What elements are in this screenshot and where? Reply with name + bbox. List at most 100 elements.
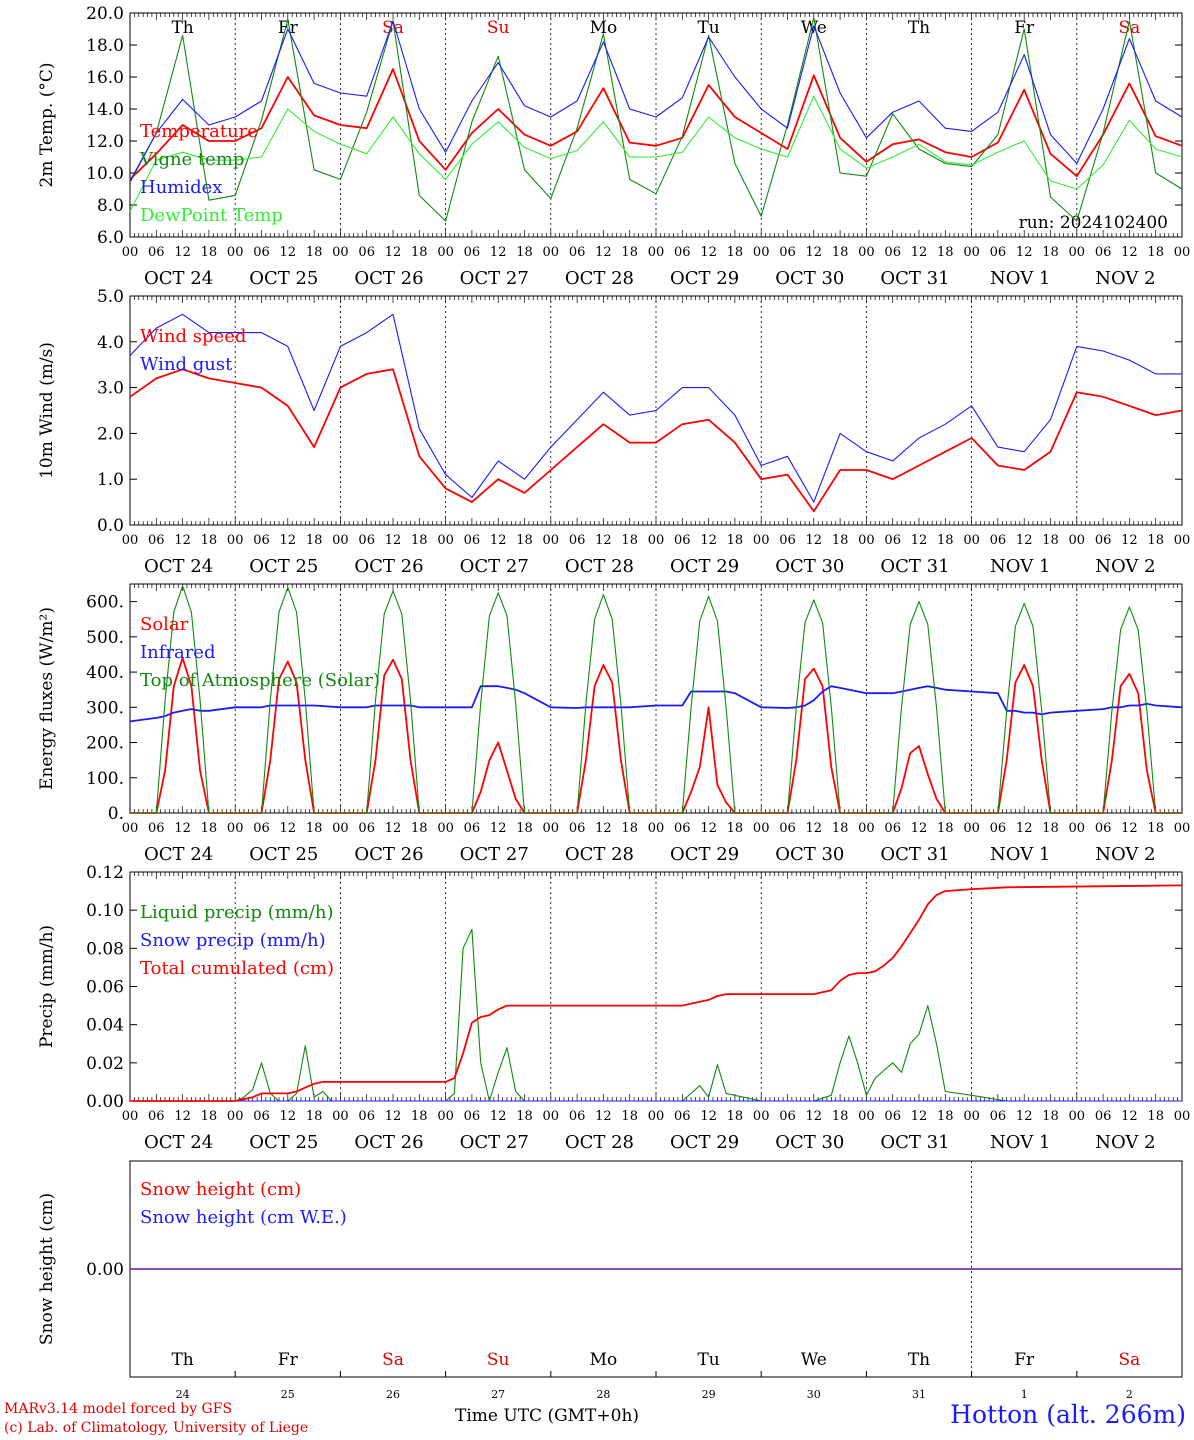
x-date-label: NOV 2 [1095, 268, 1155, 289]
x-hour-label: 06 [674, 245, 691, 260]
x-hour-label: 00 [122, 245, 139, 260]
x-hour-label: 06 [253, 1109, 270, 1124]
x-hour-label: 06 [253, 821, 270, 836]
x-date-label: OCT 30 [775, 844, 844, 865]
x-hour-label: 12 [806, 533, 823, 548]
x-hour-label: 06 [569, 533, 586, 548]
x-hour-label: 12 [385, 1109, 402, 1124]
x-hour-label: 00 [227, 533, 244, 548]
x-hour-label: 18 [516, 1109, 533, 1124]
legend-entry: Wind gust [140, 354, 233, 375]
legend-entry: Snow height (cm W.E.) [140, 1207, 347, 1228]
legend-entry: Humidex [140, 177, 222, 198]
weekday-label: Fr [1014, 1350, 1035, 1370]
x-hour-label: 06 [674, 821, 691, 836]
x-hour-label: 06 [779, 245, 796, 260]
y-tick-label: 0.06 [86, 978, 124, 998]
x-hour-label: 12 [1121, 533, 1138, 548]
x-date-label: OCT 27 [460, 556, 529, 577]
weekday-label: Th [908, 18, 930, 38]
legend-entry: Vigne temp [139, 149, 244, 170]
credit-note: (c) Lab. of Climatology, University of L… [4, 1420, 309, 1436]
y-tick-label: 0.00 [86, 1092, 124, 1112]
x-hour-label: 06 [779, 533, 796, 548]
x-hour-label: 12 [490, 245, 507, 260]
x-hour-label: 00 [227, 821, 244, 836]
series-line-green [130, 928, 1182, 1102]
y-axis-label: 10m Wind (m/s) [37, 342, 57, 479]
legend-entry: Total cumulated (cm) [140, 958, 334, 979]
y-tick-label: 400. [86, 663, 124, 683]
x-hour-label: 00 [963, 533, 980, 548]
day-number-label: 28 [596, 1388, 610, 1401]
x-hour-label: 00 [1069, 245, 1086, 260]
x-hour-label: 00 [1174, 533, 1191, 548]
legend-entry: Snow height (cm) [140, 1179, 301, 1200]
x-hour-label: 18 [937, 245, 954, 260]
x-hour-label: 18 [727, 1109, 744, 1124]
x-hour-label: 12 [1016, 1109, 1033, 1124]
x-hour-label: 06 [148, 1109, 165, 1124]
x-hour-label: 12 [490, 1109, 507, 1124]
x-hour-label: 12 [700, 533, 717, 548]
x-hour-label: 00 [437, 821, 454, 836]
x-date-label: OCT 24 [144, 556, 213, 577]
x-hour-label: 18 [727, 533, 744, 548]
x-hour-label: 00 [1174, 245, 1191, 260]
x-hour-label: 00 [858, 821, 875, 836]
x-hour-label: 18 [201, 821, 218, 836]
x-date-label: OCT 31 [880, 268, 949, 289]
x-hour-label: 06 [569, 1109, 586, 1124]
x-hour-label: 18 [832, 533, 849, 548]
y-axis-label: 2m Temp. (°C) [37, 62, 57, 187]
model-note: MARv3.14 model forced by GFS [4, 1401, 233, 1417]
x-hour-label: 00 [858, 245, 875, 260]
x-date-label: OCT 24 [144, 844, 213, 865]
x-date-label: OCT 27 [460, 268, 529, 289]
x-hour-label: 18 [516, 533, 533, 548]
x-hour-label: 12 [280, 821, 297, 836]
y-tick-label: 100. [86, 769, 124, 789]
y-tick-label: 6.0 [97, 228, 124, 248]
x-hour-label: 00 [332, 1109, 349, 1124]
x-hour-label: 06 [990, 245, 1007, 260]
x-date-label: OCT 26 [354, 268, 423, 289]
x-hour-label: 00 [753, 245, 770, 260]
x-hour-label: 12 [1121, 245, 1138, 260]
x-date-label: OCT 29 [670, 844, 739, 865]
weekday-label: Mo [590, 18, 618, 38]
x-hour-label: 18 [306, 821, 323, 836]
x-hour-label: 12 [595, 533, 612, 548]
x-hour-label: 06 [358, 821, 375, 836]
weekday-label: We [801, 1350, 827, 1370]
x-date-label: OCT 30 [775, 268, 844, 289]
time-axis-label: Time UTC (GMT+0h) [455, 1406, 640, 1426]
x-hour-label: 00 [122, 1109, 139, 1124]
x-hour-label: 06 [148, 245, 165, 260]
x-hour-label: 12 [911, 245, 928, 260]
x-hour-label: 00 [543, 533, 560, 548]
x-hour-label: 06 [884, 245, 901, 260]
x-date-label: OCT 26 [354, 556, 423, 577]
x-date-label: OCT 31 [880, 556, 949, 577]
x-hour-label: 06 [884, 533, 901, 548]
series-line-blue [129, 20, 1183, 182]
series-line-lightgreen [129, 95, 1183, 212]
x-hour-label: 06 [1095, 533, 1112, 548]
x-hour-label: 06 [464, 1109, 481, 1124]
x-hour-label: 18 [727, 821, 744, 836]
x-hour-label: 18 [1147, 1109, 1164, 1124]
x-hour-label: 00 [227, 245, 244, 260]
run-label: run: 2024102400 [1019, 213, 1168, 233]
x-hour-label: 18 [306, 1109, 323, 1124]
y-tick-label: 4.0 [97, 333, 124, 353]
x-date-label: OCT 28 [565, 844, 634, 865]
x-date-label: OCT 25 [249, 268, 318, 289]
weekday-label: Th [171, 1350, 193, 1370]
x-hour-label: 12 [595, 245, 612, 260]
x-hour-label: 12 [174, 1109, 191, 1124]
x-hour-label: 00 [1069, 533, 1086, 548]
x-hour-label: 06 [464, 245, 481, 260]
x-hour-label: 18 [1042, 821, 1059, 836]
x-hour-label: 12 [280, 1109, 297, 1124]
